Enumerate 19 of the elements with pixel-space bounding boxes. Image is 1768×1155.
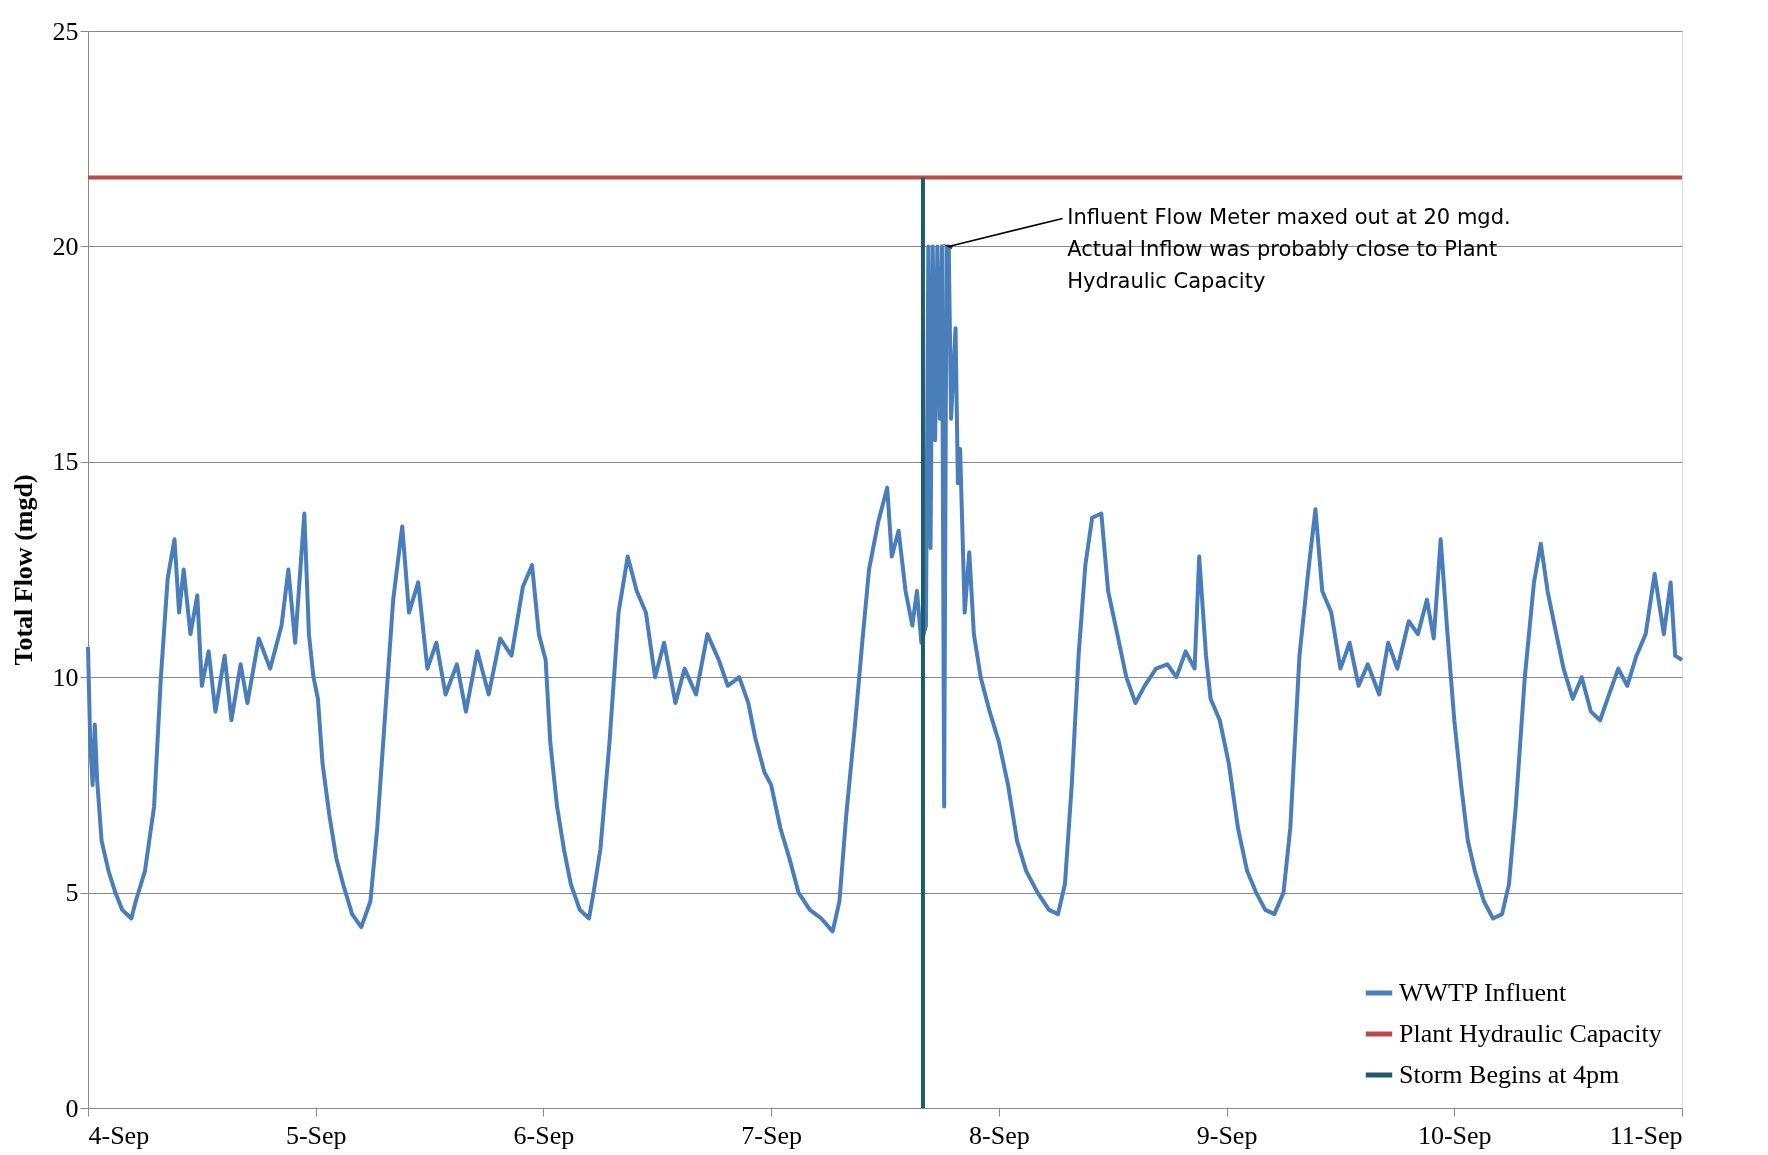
x-tick-label: 7-Sep xyxy=(741,1120,802,1150)
x-tick-label: 5-Sep xyxy=(285,1120,347,1150)
x-tick-label: 4-Sep xyxy=(88,1120,150,1150)
legend-label: Storm Begins at 4pm xyxy=(1399,1060,1620,1089)
x-tick-label: 11-Sep xyxy=(1609,1120,1683,1150)
y-tick-label: 20 xyxy=(52,231,79,261)
legend-label: WWTP Influent xyxy=(1399,978,1568,1007)
y-tick-label: 5 xyxy=(65,878,79,908)
x-tick-label: 10-Sep xyxy=(1417,1120,1492,1150)
annotation: Influent Flow Meter maxed out at 20 mgd. Actual Inflow was probably close to Plant Hydraulic Capacity xyxy=(1067,205,1511,294)
y-tick-label: 25 xyxy=(52,16,79,46)
y-axis-title: Total Flow (mgd) xyxy=(8,474,38,666)
x-tick-label: 8-Sep xyxy=(969,1120,1030,1150)
y-tick-label: 10 xyxy=(52,662,79,692)
y-tick-label: 0 xyxy=(65,1093,79,1123)
y-tick-label: 15 xyxy=(52,447,79,477)
x-tick-label: 6-Sep xyxy=(513,1120,575,1150)
legend-label: Plant Hydraulic Capacity xyxy=(1399,1019,1662,1048)
x-tick-label: 9-Sep xyxy=(1196,1120,1258,1150)
